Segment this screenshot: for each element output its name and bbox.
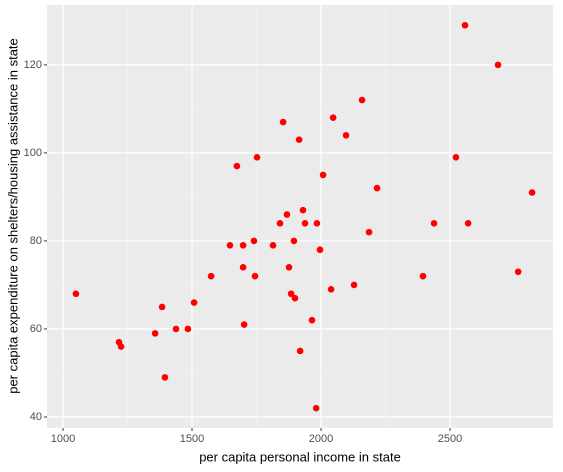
point bbox=[184, 325, 192, 333]
point bbox=[313, 220, 321, 227]
point bbox=[207, 272, 215, 280]
point bbox=[240, 321, 248, 328]
point bbox=[430, 220, 438, 227]
point bbox=[161, 374, 169, 381]
point bbox=[239, 264, 247, 271]
point bbox=[117, 343, 125, 350]
y-tick-label: 40 bbox=[30, 411, 42, 423]
point bbox=[285, 264, 293, 271]
point bbox=[308, 316, 316, 324]
point bbox=[295, 136, 303, 143]
point bbox=[190, 299, 198, 306]
plot-panel bbox=[47, 5, 553, 428]
x-tick-label: 2000 bbox=[309, 433, 333, 445]
point bbox=[365, 228, 373, 236]
point bbox=[172, 325, 180, 333]
point bbox=[226, 242, 234, 249]
x-tick-label: 2500 bbox=[438, 433, 462, 445]
point bbox=[151, 330, 159, 337]
point bbox=[239, 242, 247, 249]
point bbox=[329, 114, 337, 121]
point bbox=[290, 237, 298, 245]
point bbox=[269, 242, 277, 249]
x-axis-title: per capita personal income in state bbox=[199, 449, 401, 464]
point bbox=[316, 246, 324, 254]
x-tick-label: 1000 bbox=[51, 433, 75, 445]
point bbox=[464, 220, 472, 227]
y-tick-label: 120 bbox=[24, 59, 42, 71]
point bbox=[528, 189, 536, 196]
point bbox=[342, 131, 350, 139]
point bbox=[494, 61, 502, 69]
point bbox=[251, 272, 259, 280]
y-tick-label: 80 bbox=[30, 235, 42, 247]
point bbox=[452, 153, 460, 161]
point bbox=[419, 272, 427, 280]
point bbox=[72, 290, 80, 298]
point bbox=[514, 268, 522, 276]
point bbox=[327, 286, 335, 293]
point bbox=[276, 220, 284, 227]
x-tick-label: 1500 bbox=[180, 433, 204, 445]
point bbox=[250, 237, 258, 245]
point bbox=[373, 184, 381, 192]
point bbox=[461, 21, 469, 29]
y-tick-label: 60 bbox=[30, 323, 42, 335]
point bbox=[301, 220, 309, 227]
point bbox=[287, 290, 295, 298]
y-axis-title: per capita expenditure on shelters/housi… bbox=[5, 38, 20, 394]
point bbox=[319, 171, 327, 179]
point bbox=[296, 347, 304, 355]
point bbox=[291, 294, 299, 302]
point bbox=[233, 162, 241, 170]
point bbox=[350, 281, 358, 289]
point bbox=[279, 118, 287, 126]
point bbox=[299, 206, 307, 214]
point bbox=[283, 211, 291, 218]
y-tick-label: 100 bbox=[24, 147, 42, 159]
point bbox=[253, 153, 261, 161]
point bbox=[358, 96, 366, 104]
point bbox=[312, 404, 320, 412]
point bbox=[158, 303, 166, 311]
